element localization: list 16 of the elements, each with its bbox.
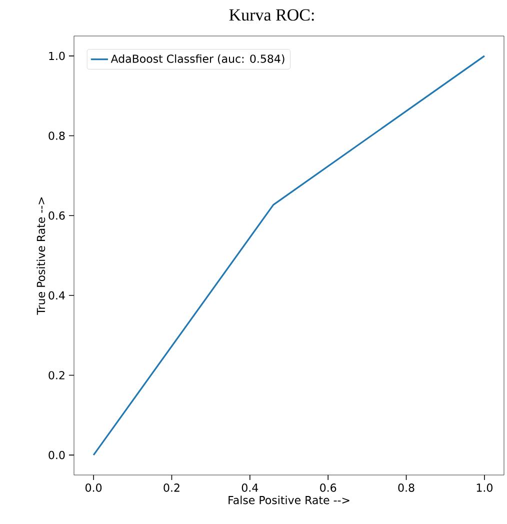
x-tick-label: 0.6 bbox=[320, 484, 336, 492]
y-tick-label: 0.2 bbox=[48, 371, 64, 380]
y-axis-title: True Positive Rate --> bbox=[36, 197, 46, 315]
x-tick-label: 1.0 bbox=[476, 484, 492, 492]
chart-title: Kurva ROC: bbox=[229, 9, 314, 21]
x-tick-label: 0.2 bbox=[164, 484, 180, 492]
y-tick-label: 1.0 bbox=[49, 52, 65, 60]
x-tick-label: 0.0 bbox=[86, 484, 102, 492]
y-tick-label: 0.8 bbox=[48, 132, 65, 140]
x-tick-label: 0.4 bbox=[242, 484, 258, 492]
x-axis-title: False Positive Rate --> bbox=[228, 496, 350, 504]
y-tick-label: 0.6 bbox=[48, 211, 65, 220]
x-tick-label: 0.8 bbox=[398, 484, 414, 492]
y-tick-label: 0.0 bbox=[48, 450, 65, 460]
legend-label: AdaBoost Classfier (auc: 0.584) bbox=[110, 54, 284, 64]
y-tick-label: 0.4 bbox=[48, 291, 65, 300]
